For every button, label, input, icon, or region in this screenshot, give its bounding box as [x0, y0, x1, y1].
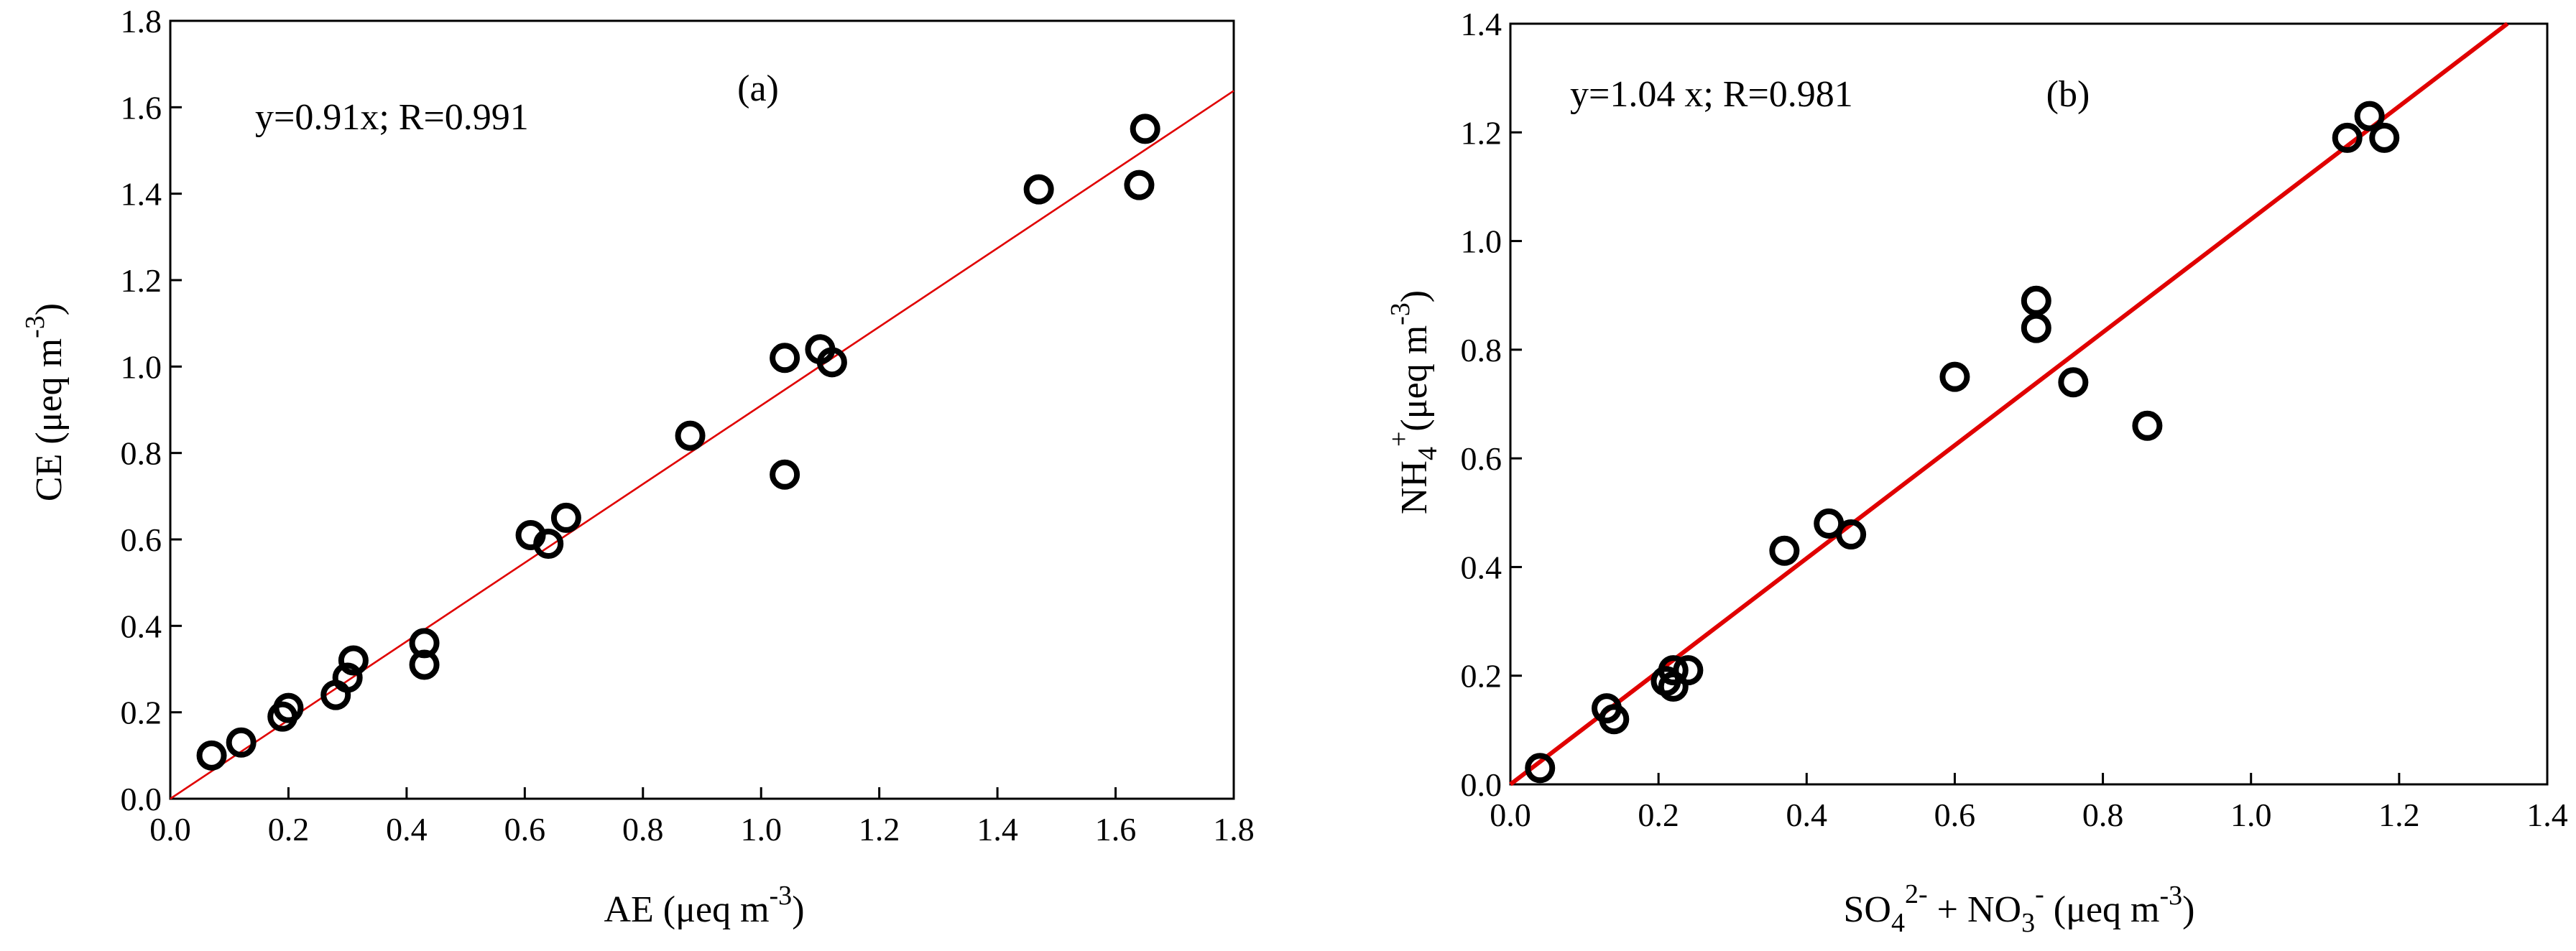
panel-a-x-tick-label: 1.0 [740, 811, 782, 848]
panel-b-x-tick-label: 0.4 [1786, 797, 1828, 833]
panel-a-x-tick-label: 0.6 [504, 811, 546, 848]
panel-b-data-point [1939, 361, 1970, 392]
panel-a-y-tick-label: 0.2 [121, 695, 162, 731]
panel-a-x-tick-label: 1.2 [859, 811, 900, 848]
panel-b-data-point [1769, 535, 1800, 566]
panel-b-label: (b) [2046, 74, 2090, 115]
panel-a-x-tick-label: 1.4 [977, 811, 1018, 848]
panel-a-data-point [338, 645, 369, 676]
panel-a-equation: y=0.91x; R=0.991 [255, 97, 529, 138]
panel-a-data-point [533, 529, 564, 560]
panel-b-data-point [1599, 704, 1630, 735]
panel-a-y-tick-label: 1.0 [121, 348, 162, 385]
panel-a-data-point [196, 740, 227, 771]
panel-b-y-axis-label: NH4+(μeq m-3) [1384, 290, 1443, 514]
panel-b-x-tick-label: 1.4 [2526, 797, 2568, 833]
panel-a-y-tick-label: 1.6 [121, 89, 162, 126]
panel-b-y-tick-label: 1.4 [1461, 6, 1502, 42]
panel-a-data-point [550, 502, 581, 533]
panel-b-x-tick-label: 1.2 [2378, 797, 2420, 833]
panel-a-data-point [1124, 170, 1155, 200]
panel-a-data-point [1023, 174, 1054, 205]
panel-a-x-tick-label: 0.8 [622, 811, 664, 848]
panel-a-y-tick-label: 1.4 [121, 176, 162, 213]
panel-a-x-axis-label: AE (μeq m-3) [604, 881, 804, 930]
panel-b-data-point [2354, 101, 2385, 131]
panel-a-y-tick-label: 0.8 [121, 435, 162, 472]
panel-b-data-point [2021, 285, 2051, 316]
panel-b-data-point [2332, 122, 2363, 153]
panel-a-label: (a) [737, 68, 779, 109]
panel-b-data-point [1836, 519, 1867, 550]
panel-b-data-point [1658, 655, 1689, 686]
panel-b-x-tick-label: 1.0 [2230, 797, 2272, 833]
panel-a-y-tick-label: 1.2 [121, 262, 162, 299]
panel-a-data-point [770, 343, 800, 374]
panel-b-y-tick-label: 1.0 [1461, 223, 1502, 260]
panel-a-x-tick-label: 0.4 [386, 811, 428, 848]
panel-b-data-point [1658, 671, 1689, 702]
panel-a-data-point [226, 727, 257, 758]
panel-a-data-point [332, 662, 363, 693]
panel-a-y-axis-label: CE (μeq m-3) [20, 303, 70, 501]
panel-b-y-tick-label: 0.6 [1461, 440, 1502, 477]
panel-b-data-point [2369, 122, 2400, 153]
panel-b-x-tick-label: 0.8 [2082, 797, 2124, 833]
panel-b-y-tick-label: 0.4 [1461, 549, 1502, 585]
panel-a-data-point [770, 459, 800, 490]
panel-a-x-tick-label: 0.0 [149, 811, 191, 848]
panel-b-data-point [2058, 367, 2089, 398]
panel-b-y-tick-label: 0.2 [1461, 658, 1502, 695]
panel-b-data-point [1673, 655, 1704, 686]
panel-a-y-tick-label: 1.8 [121, 3, 162, 40]
panel-a-x-tick-label: 0.2 [268, 811, 310, 848]
panel-b-data-point [1525, 753, 1556, 784]
panel-b-y-tick-label: 0.0 [1461, 766, 1502, 803]
panel-a: (a) y=0.91x; R=0.991 AE (μeq m-3) CE (μe… [20, 3, 1255, 930]
panel-b-data-point [2021, 312, 2051, 343]
panel-a-data-point [675, 420, 706, 451]
panel-b-y-tick-label: 0.8 [1461, 332, 1502, 368]
panel-b-data-point [2132, 410, 2163, 441]
panel-b-x-tick-label: 0.0 [1490, 797, 1531, 833]
panel-a-data-point [409, 649, 440, 680]
panel-a-data-point [1130, 113, 1160, 144]
panel-b-x-tick-label: 0.6 [1934, 797, 1976, 833]
panel-a-y-tick-label: 0.6 [121, 521, 162, 558]
panel-b-plot-frame [1509, 22, 2549, 786]
panel-b-y-tick-label: 1.2 [1461, 114, 1502, 151]
panel-a-y-tick-label: 0.4 [121, 608, 162, 644]
panel-b-equation: y=1.04 x; R=0.981 [1570, 74, 1853, 115]
panel-a-plot-frame [169, 19, 1235, 800]
panel-a-x-tick-label: 1.8 [1213, 811, 1255, 848]
panel-a-x-tick-label: 1.6 [1095, 811, 1137, 848]
panel-b: (b) y=1.04 x; R=0.981 SO42- + NO3- (μeq … [1384, 6, 2568, 938]
panel-a-y-tick-label: 0.0 [121, 781, 162, 817]
panel-a-data-point [273, 692, 304, 723]
panel-b-x-tick-label: 0.2 [1638, 797, 1679, 833]
panel-a-data-point [816, 347, 847, 378]
panel-b-x-axis-label: SO42- + NO3- (μeq m-3) [1844, 879, 2195, 938]
